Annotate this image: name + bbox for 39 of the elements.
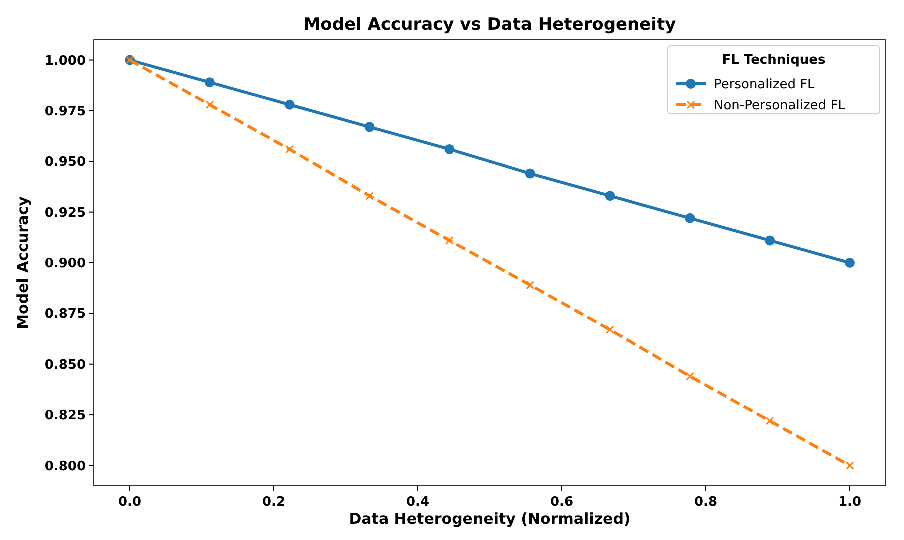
x-tick-label: 0.6	[550, 495, 574, 510]
x-tick-label: 0.4	[406, 495, 430, 510]
point	[444, 144, 455, 154]
y-tick-label: 0.875	[44, 307, 86, 322]
y-tick-label: 0.900	[44, 256, 86, 272]
y-tick-label: 0.975	[44, 104, 86, 120]
x-tick-label: 0.2	[262, 495, 286, 510]
point	[845, 258, 855, 268]
y-tick-label: 1.000	[44, 54, 86, 69]
x-axis-title: Data Heterogeneity (Normalized)	[349, 510, 631, 528]
point	[606, 326, 614, 334]
point	[526, 281, 535, 290]
point	[364, 122, 375, 132]
y-axis-title: Model Accuracy	[14, 196, 32, 330]
x-tick-label: 0.8	[694, 495, 718, 510]
x-tick-label: 1.0	[838, 495, 862, 510]
legend-title: FL Techniques	[722, 53, 826, 68]
y-tick-label: 0.800	[44, 459, 86, 474]
y-tick-label: 0.925	[44, 206, 86, 221]
point	[765, 236, 776, 246]
point	[366, 192, 374, 200]
point	[846, 461, 854, 470]
y-tick-label: 0.825	[44, 408, 86, 424]
point	[766, 416, 774, 426]
legend-label: Personalized FL	[714, 78, 816, 93]
x-tick-label: 0.0	[118, 495, 142, 510]
y-tick-label: 0.950	[44, 155, 86, 170]
point	[286, 145, 294, 154]
point	[284, 100, 295, 110]
chart-title: Model Accuracy vs Data Heterogeneity	[304, 15, 676, 35]
point	[445, 236, 454, 245]
point	[525, 168, 536, 179]
y-tick-label: 0.850	[44, 358, 86, 373]
point	[204, 78, 215, 88]
point	[686, 372, 694, 381]
point	[605, 191, 616, 202]
legend-label: Non-Personalized FL	[714, 98, 846, 114]
point	[685, 213, 696, 224]
point	[206, 100, 214, 110]
